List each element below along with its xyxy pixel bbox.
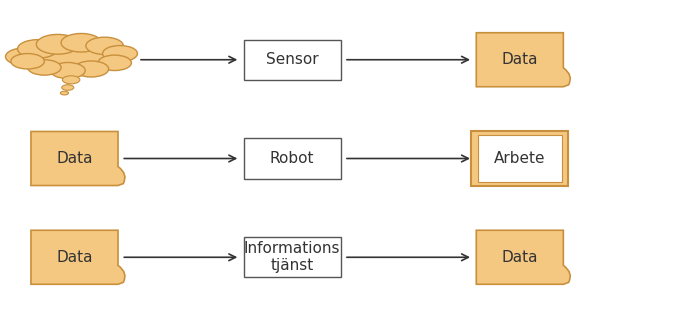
Text: Sensor: Sensor: [266, 52, 319, 67]
Circle shape: [37, 35, 79, 54]
Ellipse shape: [18, 40, 132, 74]
Text: Data: Data: [502, 250, 538, 265]
Bar: [471, 132, 568, 185]
Circle shape: [61, 34, 101, 52]
Text: Data: Data: [56, 151, 93, 166]
Circle shape: [62, 85, 74, 90]
Bar: [243, 139, 340, 178]
Circle shape: [28, 60, 61, 75]
Circle shape: [86, 37, 123, 55]
Text: Robot: Robot: [270, 151, 315, 166]
Circle shape: [5, 48, 43, 65]
Text: Data: Data: [502, 52, 538, 67]
Circle shape: [60, 91, 68, 95]
Circle shape: [74, 61, 108, 77]
Circle shape: [62, 76, 80, 84]
Text: Data: Data: [56, 250, 93, 265]
Circle shape: [11, 54, 44, 69]
Circle shape: [102, 46, 138, 61]
Bar: [243, 237, 340, 277]
Circle shape: [98, 55, 132, 70]
Text: Arbete: Arbete: [494, 151, 546, 166]
Circle shape: [50, 62, 85, 79]
Text: Informations
tjänst: Informations tjänst: [244, 241, 340, 274]
PathPatch shape: [476, 230, 570, 284]
PathPatch shape: [476, 33, 570, 87]
Bar: [478, 135, 561, 182]
PathPatch shape: [31, 230, 125, 284]
Bar: [243, 40, 340, 80]
Circle shape: [18, 40, 58, 58]
PathPatch shape: [31, 132, 125, 185]
